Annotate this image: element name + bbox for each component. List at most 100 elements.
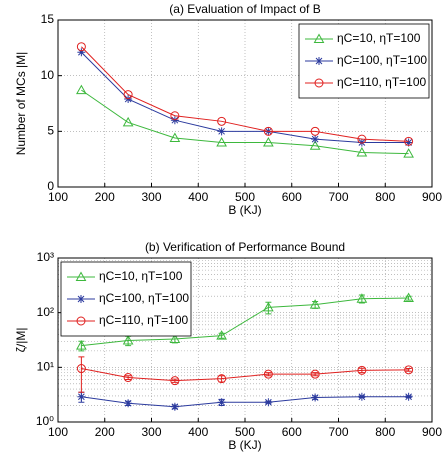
marker: [76, 364, 86, 374]
marker: [76, 84, 87, 95]
marker: [217, 116, 227, 126]
error-bar: [171, 378, 178, 383]
legend-label: ηC=110, ηT=100: [337, 75, 427, 89]
marker: [311, 393, 320, 402]
marker: [77, 392, 86, 401]
error-bar: [125, 375, 132, 380]
series-line: [81, 46, 409, 142]
marker: [122, 116, 134, 127]
marker: [76, 42, 86, 52]
error-bar: [265, 372, 272, 377]
marker: [124, 399, 133, 408]
x-tick-label: 500: [235, 190, 255, 204]
marker: [263, 369, 273, 379]
marker: [123, 90, 133, 100]
marker: [122, 334, 134, 345]
x-tick-label: 300: [141, 425, 161, 439]
marker: [263, 301, 274, 312]
marker: [404, 136, 414, 146]
x-tick-label: 800: [375, 190, 395, 204]
y-axis-label: Number of MCs |M|: [14, 52, 28, 156]
error-bar: [218, 332, 225, 339]
marker: [123, 373, 133, 383]
y-tick-label: 5: [47, 124, 54, 138]
marker: [309, 299, 321, 309]
marker: [216, 330, 227, 340]
x-tick-label: 400: [188, 425, 208, 439]
axes-frame: [57, 19, 433, 188]
legend-marker: [77, 295, 85, 303]
error-bar: [405, 368, 412, 372]
marker: [170, 111, 180, 121]
axes-frame: [57, 257, 433, 423]
x-tick-label: 900: [422, 425, 442, 439]
marker: [264, 398, 273, 407]
y-tick-label: 10³: [37, 250, 54, 264]
x-tick-label: 200: [95, 425, 115, 439]
y-tick-label: 0: [47, 179, 54, 193]
y-tick-label: 10²: [37, 305, 54, 319]
y-tick-label: 10: [41, 68, 55, 82]
error-bar: [78, 356, 85, 393]
legend-label: ηC=100, ηT=100: [337, 53, 427, 67]
y-tick-label: 10¹: [37, 360, 54, 374]
marker: [77, 48, 86, 57]
series-line: [81, 297, 409, 347]
x-tick-label: 400: [188, 190, 208, 204]
marker: [216, 136, 227, 147]
legend-label: ηC=100, ηT=100: [99, 291, 189, 305]
marker: [170, 402, 179, 411]
x-axis-label: B (KJ): [228, 438, 261, 452]
y-axis-label: ζ/|M|: [14, 328, 28, 353]
series-line: [81, 368, 409, 382]
marker: [357, 138, 366, 147]
marker: [357, 392, 366, 401]
marker: [311, 135, 320, 144]
legend-label: ηC=10, ηT=100: [99, 269, 183, 283]
marker: [310, 369, 320, 379]
y-tick-label: 10⁰: [36, 414, 54, 428]
x-axis-label: B (KJ): [228, 203, 261, 217]
x-tick-label: 100: [48, 425, 68, 439]
marker: [356, 293, 368, 303]
marker: [217, 398, 226, 407]
legend-marker: [75, 271, 87, 281]
legend-label: ηC=110, ηT=100: [99, 313, 189, 327]
marker: [357, 365, 367, 375]
series-line: [81, 396, 409, 408]
legend-marker: [76, 316, 86, 326]
x-tick-label: 200: [95, 190, 115, 204]
legend: ηC=10, ηT=100 ηC=100, ηT=100 ηC=110, ηT=10…: [298, 23, 430, 99]
error-bar: [358, 367, 365, 374]
legend-marker: [313, 33, 325, 43]
marker: [169, 132, 181, 143]
marker: [76, 340, 87, 350]
marker: [217, 374, 227, 384]
series-line: [81, 51, 409, 143]
x-tick-label: 700: [328, 425, 348, 439]
legend-label: ηC=10, ηT=100: [337, 31, 421, 45]
marker: [263, 126, 273, 136]
marker: [357, 134, 367, 144]
x-tick-label: 600: [282, 425, 302, 439]
y-tick-label: 15: [41, 12, 55, 26]
marker: [404, 365, 414, 375]
marker: [217, 127, 226, 136]
x-tick-label: 300: [141, 190, 161, 204]
x-tick-label: 500: [235, 425, 255, 439]
marker: [169, 333, 181, 343]
marker: [403, 292, 414, 303]
legend: ηC=10, ηT=100 ηC=100, ηT=100 ηC=110, ηT=10…: [60, 261, 192, 337]
legend-marker: [314, 78, 324, 88]
marker: [170, 376, 180, 386]
marker: [403, 148, 414, 158]
marker: [309, 140, 321, 150]
x-tick-label: 700: [328, 190, 348, 204]
marker: [356, 146, 368, 157]
x-tick-label: 800: [375, 425, 395, 439]
chart-title: (b) Verification of Performance Bound: [145, 240, 345, 254]
marker: [404, 392, 413, 401]
series-line: [81, 89, 409, 155]
chart-title: (a) Evaluation of Impact of B: [169, 2, 320, 16]
